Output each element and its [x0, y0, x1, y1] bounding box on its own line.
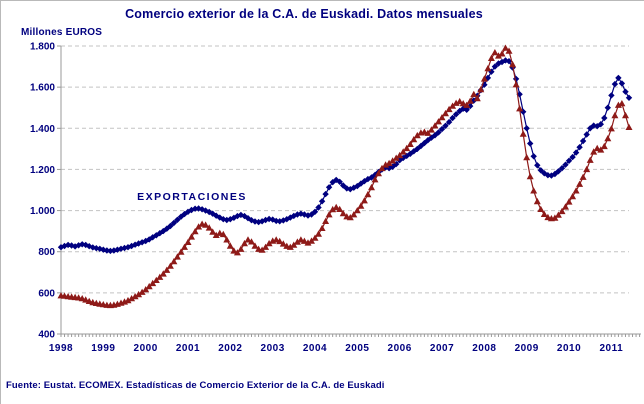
x-tick-label: 2005 — [345, 343, 369, 354]
chart-title: Comercio exterior de la C.A. de Euskadi.… — [125, 7, 483, 21]
x-tick-label: 2000 — [134, 343, 158, 354]
y-axis-title: Millones EUROS — [21, 27, 103, 38]
source-note: Fuente: Eustat. ECOMEX. Estadísticas de … — [6, 380, 385, 391]
x-tick-label: 2006 — [388, 343, 412, 354]
y-tick-label: 1.600 — [30, 83, 55, 94]
x-tick-label: 2007 — [430, 343, 454, 354]
exportaciones-line — [60, 59, 630, 252]
exportaciones-label: EXPORTACIONES — [137, 191, 247, 203]
x-tick-label: 2008 — [472, 343, 496, 354]
x-tick-label: 2002 — [218, 343, 242, 354]
x-tick-label: 2010 — [557, 343, 581, 354]
y-tick-label: 1.400 — [30, 124, 55, 135]
x-tick-label: 2003 — [261, 343, 285, 354]
y-tick-label: 1.200 — [30, 165, 55, 176]
x-tick-label: 1999 — [91, 343, 115, 354]
series — [57, 44, 633, 309]
y-tick-label: 1.000 — [30, 206, 55, 217]
gridlines — [61, 45, 629, 294]
x-tick-label: 2011 — [600, 343, 624, 354]
y-tick-label: 600 — [38, 288, 55, 299]
y-tick-label: 800 — [38, 247, 55, 258]
x-tick-label: 2004 — [303, 343, 327, 354]
y-tick-labels: 400 600 800 1.000 1.200 1.400 1.600 1.800 — [30, 42, 55, 341]
serie-roja-series — [57, 44, 633, 309]
x-tick-labels: 1998 1999 2000 2001 2002 2003 2004 2005 2006 2007… — [49, 343, 623, 354]
x-tick-label: 1998 — [49, 343, 73, 354]
y-tick-label: 400 — [38, 330, 55, 341]
exportaciones-series — [57, 57, 633, 255]
y-tick-label: 1.800 — [30, 42, 55, 53]
x-tick-label: 2009 — [515, 343, 539, 354]
axes — [57, 45, 641, 337]
x-tick-label: 2001 — [176, 343, 200, 354]
